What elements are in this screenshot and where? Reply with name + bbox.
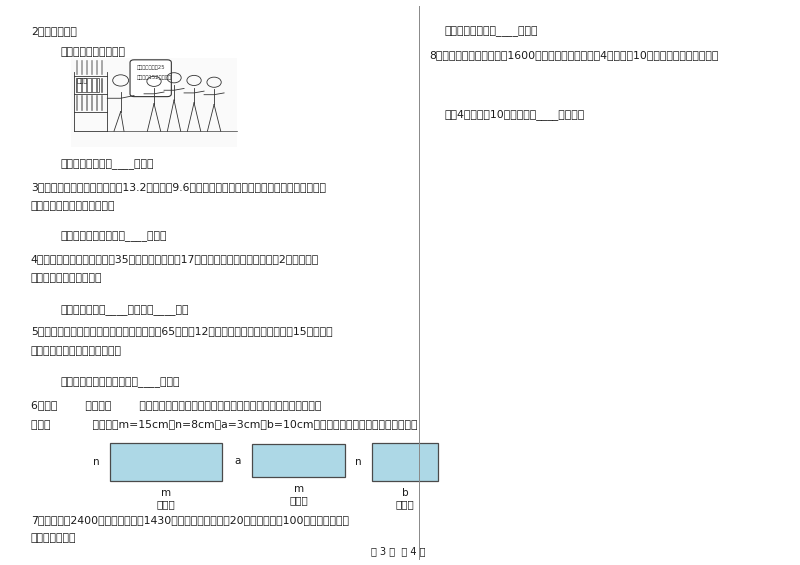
Text: 名老师和152名学生。: 名老师和152名学生。 [137,75,172,80]
Bar [110,442,222,481]
Bar [373,442,438,481]
Text: 这个三角形边长是多少厘米？: 这个三角形边长是多少厘米？ [31,201,115,211]
Text: 7．粮店原有2400千克大米，卖出1430千克后，现在又运进20袋，平均每袋100千克。粮店现有: 7．粮店原有2400千克大米，卖出1430千克后，现在又运进20袋，平均每袋10… [31,515,349,525]
Text: 6．第（        ）个和（        ）个长方形可以拼成一个新的大长方形，拼成后的面积用字母表: 6．第（ ）个和（ ）个长方形可以拼成一个新的大长方形，拼成后的面积用字母表 [31,399,322,410]
Text: 第 3 页  共 4 页: 第 3 页 共 4 页 [370,546,425,556]
Text: m: m [294,484,304,494]
Text: 2．看图解题。: 2．看图解题。 [31,26,77,36]
Text: 5．一辆小汽车从甲地开往乙地，每小时行驶65千米，12小时到达。从乙地返回时用了15小时，返: 5．一辆小汽车从甲地开往乙地，每小时行驶65千米，12小时到达。从乙地返回时用了… [31,327,333,337]
Text: m: m [161,488,171,498]
Text: 大米多少千克？: 大米多少千克？ [31,533,76,544]
Text: 答：他们一共要付____元钱。: 答：他们一共要付____元钱。 [60,160,154,170]
Text: 示是（            ），如果m=15cm，n=8cm，a=3cm，b=10cm，那拼成后的面积是多少平方厘米？: 示是（ ），如果m=15cm，n=8cm，a=3cm，b=10cm，那拼成后的面… [31,419,418,429]
Text: 四年级夏令营有25: 四年级夏令营有25 [137,65,166,70]
Text: 答：这个三角形边长是____厘米。: 答：这个三角形边长是____厘米。 [60,232,166,242]
Text: 答：4台压路机10小时可压路____平方米。: 答：4台压路机10小时可压路____平方米。 [444,109,584,120]
Text: 答：原来有男工____人，女工____人。: 答：原来有男工____人，女工____人。 [60,305,189,316]
Text: （二）: （二） [290,496,308,506]
Bar [252,444,346,477]
Text: （一）: （一） [157,499,175,510]
Text: b: b [402,488,408,498]
Bar [76,78,99,92]
Text: n: n [93,457,99,467]
Text: a: a [234,455,241,466]
Text: 他们一共要付多少钱？: 他们一共要付多少钱？ [60,47,126,57]
FancyBboxPatch shape [130,60,171,97]
Text: 回时平均每小时行驶多少千米？: 回时平均每小时行驶多少千米？ [31,346,122,355]
Text: 3．用一根铁丝可以折成一个长13.2厘米，宽9.6厘米的长方形，若把它在折成一个等边三角形，: 3．用一根铁丝可以折成一个长13.2厘米，宽9.6厘米的长方形，若把它在折成一个… [31,182,326,192]
Text: 工多少人？女工多少人？: 工多少人？女工多少人？ [31,273,102,283]
Text: 答：粮店现有大米____千克。: 答：粮店现有大米____千克。 [444,26,538,37]
Text: 答：返回时平均每小时行驶____千米。: 答：返回时平均每小时行驶____千米。 [60,377,180,388]
Bar [70,58,238,147]
Text: 8．一台压路机每小时压路1600平方米，照这样计算，4台压路机10小时可压路多少平方米？: 8．一台压路机每小时压路1600平方米，照这样计算，4台压路机10小时可压路多少… [430,50,719,60]
Text: 4．一个车间，女工比男工少35人，男女工各调出17人后，男工人数是女工人数的2倍，原有男: 4．一个车间，女工比男工少35人，男女工各调出17人后，男工人数是女工人数的2倍… [31,254,319,264]
Text: n: n [354,457,362,467]
Text: 童书馆: 童书馆 [77,79,89,85]
Text: （三）: （三） [396,499,414,510]
